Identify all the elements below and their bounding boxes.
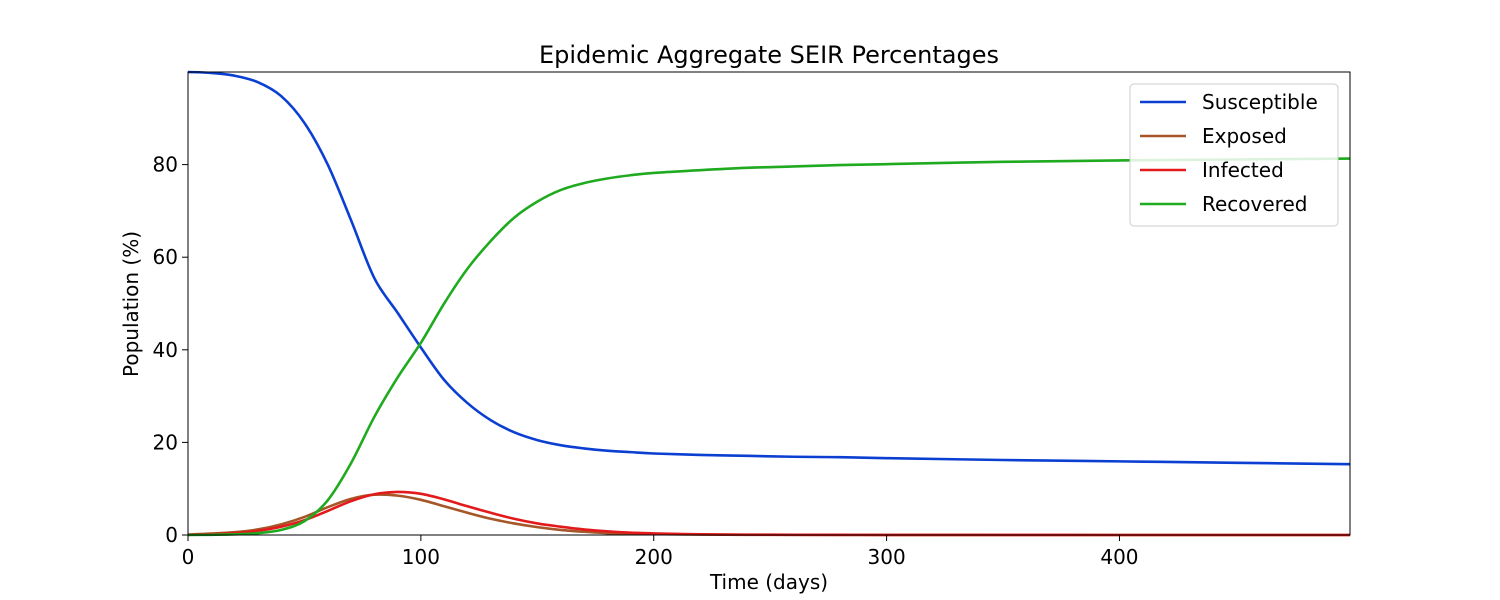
x-tick-label: 0 (182, 545, 195, 569)
x-tick-label: 200 (635, 545, 673, 569)
series-line-recovered (187, 157, 1351, 537)
chart-title: Epidemic Aggregate SEIR Percentages (539, 41, 999, 69)
series-line-susceptible (187, 70, 1351, 466)
y-tick-label: 80 (153, 153, 178, 177)
series-line-exposed (187, 493, 1350, 537)
plot-frame (187, 71, 1351, 536)
x-tick-label: 300 (868, 545, 906, 569)
y-tick-label: 60 (153, 245, 178, 269)
y-axis-ticks: 0 20 40 60 80 (153, 153, 188, 547)
y-tick-label: 20 (153, 430, 178, 454)
x-axis-label: Time (days) (709, 570, 828, 594)
y-tick-label: 40 (153, 338, 178, 362)
legend-label-exposed: Exposed (1202, 124, 1287, 148)
legend: Susceptible Exposed Infected Recovered (1129, 83, 1339, 227)
series-line-infected (187, 490, 1350, 537)
y-axis-label: Population (%) (119, 231, 143, 377)
legend-label-recovered: Recovered (1202, 192, 1307, 216)
legend-label-infected: Infected (1202, 158, 1284, 182)
legend-label-susceptible: Susceptible (1202, 90, 1318, 114)
y-tick-label: 0 (165, 523, 178, 547)
x-tick-label: 100 (402, 545, 440, 569)
legend-box (1129, 83, 1339, 227)
x-tick-label: 400 (1100, 545, 1138, 569)
x-axis-ticks: 0 100 200 300 400 (182, 535, 1139, 569)
legend-items: Susceptible Exposed Infected Recovered (1140, 90, 1318, 216)
